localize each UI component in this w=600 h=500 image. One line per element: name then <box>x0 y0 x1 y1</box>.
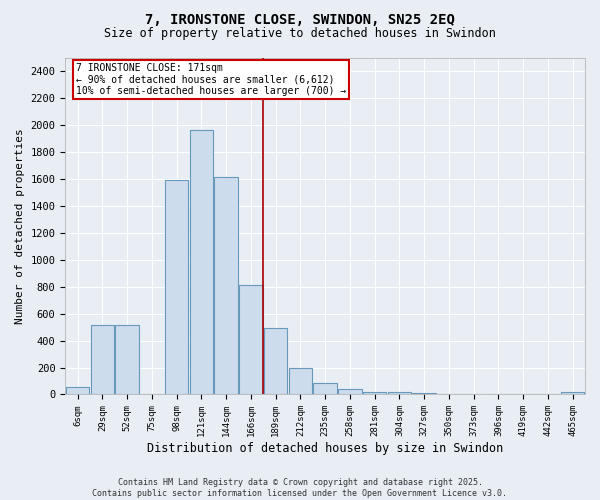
Y-axis label: Number of detached properties: Number of detached properties <box>15 128 25 324</box>
Text: Size of property relative to detached houses in Swindon: Size of property relative to detached ho… <box>104 28 496 40</box>
Bar <box>388 392 411 394</box>
Bar <box>264 328 287 394</box>
X-axis label: Distribution of detached houses by size in Swindon: Distribution of detached houses by size … <box>147 442 503 455</box>
Bar <box>66 387 89 394</box>
Bar <box>115 325 139 394</box>
Text: 7, IRONSTONE CLOSE, SWINDON, SN25 2EQ: 7, IRONSTONE CLOSE, SWINDON, SN25 2EQ <box>145 12 455 26</box>
Text: 7 IRONSTONE CLOSE: 171sqm
← 90% of detached houses are smaller (6,612)
10% of se: 7 IRONSTONE CLOSE: 171sqm ← 90% of detac… <box>76 62 346 96</box>
Bar <box>289 368 312 394</box>
Bar <box>239 286 263 395</box>
Bar <box>338 390 362 394</box>
Bar <box>313 383 337 394</box>
Bar <box>91 325 114 394</box>
Bar <box>214 178 238 394</box>
Bar <box>190 130 213 394</box>
Bar <box>165 180 188 394</box>
Text: Contains HM Land Registry data © Crown copyright and database right 2025.
Contai: Contains HM Land Registry data © Crown c… <box>92 478 508 498</box>
Bar <box>561 392 584 394</box>
Bar <box>363 392 386 394</box>
